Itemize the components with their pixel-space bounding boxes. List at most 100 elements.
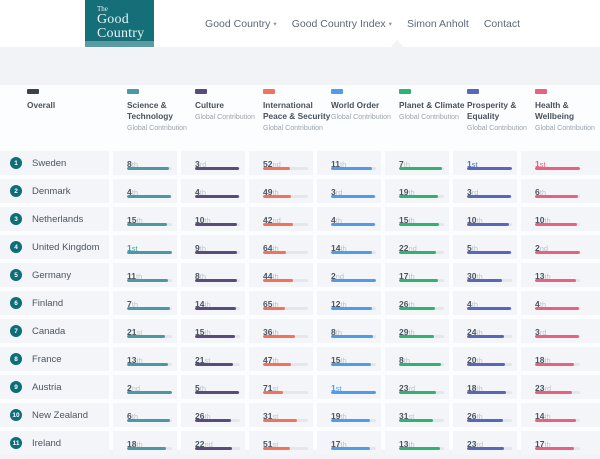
rank-cell: 4th bbox=[317, 207, 381, 231]
rank-bar bbox=[535, 279, 580, 282]
nav-item-simon-anholt[interactable]: Simon Anholt bbox=[406, 17, 469, 30]
column-subtitle: Global Contribution bbox=[263, 124, 323, 132]
table-row[interactable]: 7 Canada 21st 15th 36th 8th 29th 24th 3rd bbox=[0, 319, 600, 343]
rank-bar bbox=[263, 335, 308, 338]
rank-bar bbox=[263, 307, 308, 310]
rank-cell: 29th bbox=[385, 319, 449, 343]
rank-bar bbox=[331, 363, 376, 366]
country-name: Finland bbox=[32, 298, 64, 309]
table-row[interactable]: 3 Netherlands 15th 10th 42nd 4th 15th 10th 10th bbox=[0, 207, 600, 231]
rank-bar bbox=[331, 335, 376, 338]
rank-value: 21st bbox=[127, 327, 143, 337]
rank-cell: 44th bbox=[249, 263, 313, 287]
rank-value: 13th bbox=[399, 439, 415, 449]
rank-value: 44th bbox=[263, 271, 279, 281]
rank-cell: 8th bbox=[113, 151, 177, 175]
rank-bar bbox=[195, 391, 240, 394]
rank-cell: 17th bbox=[521, 431, 600, 455]
rank-value: 22nd bbox=[399, 243, 417, 253]
table-row[interactable]: 8 France 13th 21st 47th 15th 8th 20th 18th bbox=[0, 347, 600, 371]
overall-rank-badge: 8 bbox=[10, 353, 22, 365]
rank-cell: 49th bbox=[249, 179, 313, 203]
column-title: Planet & Climate Global Contribution bbox=[399, 100, 467, 122]
rank-bar bbox=[467, 195, 512, 198]
rank-cell: 6th bbox=[113, 403, 177, 427]
rank-bar bbox=[127, 335, 172, 338]
column-title: Prosperity & Equality Global Contribution bbox=[467, 100, 535, 133]
rank-value: 1st bbox=[331, 383, 342, 393]
logo[interactable]: The Good Country bbox=[85, 0, 154, 47]
rank-bar bbox=[331, 391, 376, 394]
rank-bar bbox=[467, 223, 512, 226]
rank-cell: 1st bbox=[317, 375, 381, 399]
rank-value: 52nd bbox=[263, 159, 281, 169]
table-row[interactable]: 1 Sweden 8th 3rd 52nd 11th 7th 1st 1st bbox=[0, 151, 600, 175]
rank-value: 20th bbox=[467, 355, 483, 365]
country-name: Denmark bbox=[32, 186, 71, 197]
rank-value: 17th bbox=[535, 439, 551, 449]
rank-bar bbox=[399, 279, 444, 282]
rank-bar bbox=[127, 419, 172, 422]
rank-bar bbox=[195, 307, 240, 310]
rank-bar bbox=[399, 447, 444, 450]
table-rows: 1 Sweden 8th 3rd 52nd 11th 7th 1st 1st 2 Denmark 4t… bbox=[0, 151, 600, 459]
rank-cell: 5th bbox=[181, 375, 245, 399]
nav-item-good-country[interactable]: Good Country ▾ bbox=[205, 17, 277, 30]
rank-bar bbox=[127, 223, 172, 226]
rank-cell: 1st bbox=[521, 151, 600, 175]
rank-value: 4th bbox=[331, 215, 342, 225]
category-color-chip bbox=[331, 89, 343, 94]
rank-bar bbox=[127, 363, 172, 366]
nav-item-good-country-index[interactable]: Good Country Index ▾ bbox=[291, 17, 392, 30]
rank-cell: 15th bbox=[181, 319, 245, 343]
column-title: Culture Global Contribution bbox=[195, 100, 263, 122]
rank-cell: 51st bbox=[249, 431, 313, 455]
country-name: Austria bbox=[32, 382, 62, 393]
rank-bar bbox=[331, 447, 376, 450]
rank-bar bbox=[263, 251, 308, 254]
column-subtitle: Global Contribution bbox=[195, 113, 255, 121]
column-subtitle: Global Contribution bbox=[127, 124, 187, 132]
rank-bar bbox=[263, 279, 308, 282]
rank-bar bbox=[195, 335, 240, 338]
rank-cell: 14th bbox=[317, 235, 381, 259]
table-row[interactable]: 9 Austria 2nd 5th 71st 1st 23rd 18th 23rd bbox=[0, 375, 600, 399]
rank-cell: 19th bbox=[317, 403, 381, 427]
country-cell: 9 Austria bbox=[0, 375, 109, 399]
rank-bar bbox=[195, 363, 240, 366]
rank-cell: 21st bbox=[181, 347, 245, 371]
rank-bar bbox=[127, 195, 172, 198]
country-cell: 3 Netherlands bbox=[0, 207, 109, 231]
rank-value: 14th bbox=[195, 299, 211, 309]
rank-bar bbox=[535, 391, 580, 394]
rank-value: 22nd bbox=[195, 439, 213, 449]
rank-cell: 2nd bbox=[113, 375, 177, 399]
rank-value: 64th bbox=[263, 243, 279, 253]
rank-bar bbox=[399, 363, 444, 366]
rank-value: 8th bbox=[399, 355, 410, 365]
rank-bar bbox=[331, 251, 376, 254]
rank-cell: 42nd bbox=[249, 207, 313, 231]
rank-cell: 10th bbox=[453, 207, 517, 231]
rank-value: 24th bbox=[467, 327, 483, 337]
logo-accent-strip bbox=[85, 41, 154, 47]
table-row[interactable]: 4 United Kingdom 1st 9th 64th 14th 22nd 5th 2nd bbox=[0, 235, 600, 259]
nav-item-contact[interactable]: Contact bbox=[483, 17, 520, 30]
table-row[interactable]: 11 Ireland 18th 22nd 51st 17th 13th 23rd 17th bbox=[0, 431, 600, 455]
country-cell: 7 Canada bbox=[0, 319, 109, 343]
logo-line-country: Country bbox=[97, 26, 145, 41]
rank-bar bbox=[263, 195, 308, 198]
rank-bar bbox=[195, 223, 240, 226]
table-row[interactable]: 5 Germany 11th 8th 44th 2nd 17th 30th 13th bbox=[0, 263, 600, 287]
table-row[interactable]: 10 New Zealand 6th 26th 31st 19th 31st 26th 14th bbox=[0, 403, 600, 427]
category-color-chip bbox=[535, 89, 547, 94]
table-row[interactable]: 2 Denmark 4th 4th 49th 3rd 19th 3rd 6th bbox=[0, 179, 600, 203]
rank-cell: 13th bbox=[385, 431, 449, 455]
rank-value: 8th bbox=[127, 159, 138, 169]
overall-color-chip bbox=[27, 89, 39, 94]
rank-cell: 4th bbox=[113, 179, 177, 203]
rank-value: 51st bbox=[263, 439, 279, 449]
table-row[interactable]: 6 Finland 7th 14th 65th 12th 26th 4th 4th bbox=[0, 291, 600, 315]
rank-cell: 22nd bbox=[385, 235, 449, 259]
rank-bar bbox=[399, 167, 444, 170]
